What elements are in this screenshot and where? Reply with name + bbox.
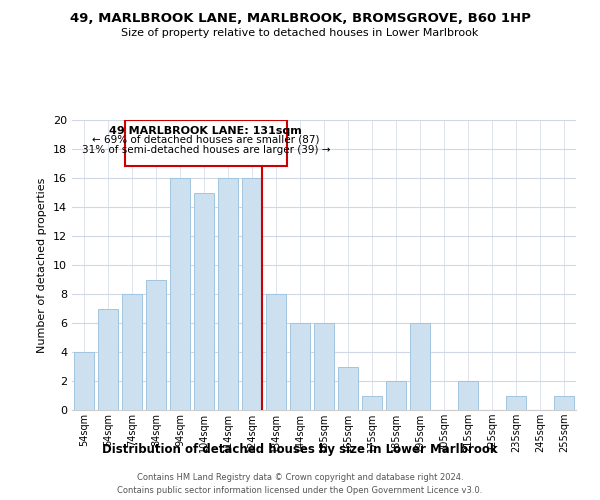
Text: ← 69% of detached houses are smaller (87): ← 69% of detached houses are smaller (87… [92, 134, 320, 144]
Bar [122, 294, 142, 410]
Text: 49 MARLBROOK LANE: 131sqm: 49 MARLBROOK LANE: 131sqm [109, 126, 302, 136]
Text: Contains public sector information licensed under the Open Government Licence v3: Contains public sector information licen… [118, 486, 482, 495]
Bar [74, 352, 94, 410]
Bar [362, 396, 382, 410]
Text: 49, MARLBROOK LANE, MARLBROOK, BROMSGROVE, B60 1HP: 49, MARLBROOK LANE, MARLBROOK, BROMSGROV… [70, 12, 530, 26]
Bar [554, 396, 574, 410]
Bar [170, 178, 190, 410]
Bar [125, 120, 287, 166]
Bar [98, 308, 118, 410]
Bar [194, 192, 214, 410]
Bar [386, 381, 406, 410]
Bar [410, 323, 430, 410]
Bar [338, 366, 358, 410]
Bar [290, 323, 310, 410]
Bar [218, 178, 238, 410]
Bar [266, 294, 286, 410]
Text: Contains HM Land Registry data © Crown copyright and database right 2024.: Contains HM Land Registry data © Crown c… [137, 472, 463, 482]
Bar [458, 381, 478, 410]
Bar [146, 280, 166, 410]
Text: Size of property relative to detached houses in Lower Marlbrook: Size of property relative to detached ho… [121, 28, 479, 38]
Bar [506, 396, 526, 410]
Bar [314, 323, 334, 410]
Text: Distribution of detached houses by size in Lower Marlbrook: Distribution of detached houses by size … [102, 442, 498, 456]
Y-axis label: Number of detached properties: Number of detached properties [37, 178, 47, 352]
Bar [242, 178, 262, 410]
Text: 31% of semi-detached houses are larger (39) →: 31% of semi-detached houses are larger (… [82, 144, 330, 154]
